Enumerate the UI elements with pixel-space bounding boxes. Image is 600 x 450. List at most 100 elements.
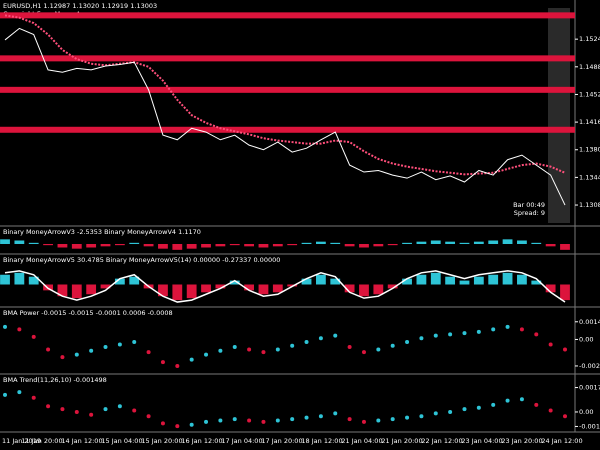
histogram-bar: [57, 244, 68, 248]
y-tick-label: 1.14880: [579, 63, 600, 71]
indicator-dot: [433, 333, 438, 338]
indicator-dot: [189, 422, 194, 427]
histogram-bar: [158, 244, 168, 249]
histogram-bar: [43, 244, 53, 246]
histogram-bar: [330, 242, 341, 244]
indicator-dot: [476, 329, 481, 334]
indicator-dot: [405, 339, 410, 344]
indicator-dot: [318, 336, 323, 341]
x-tick-label: 11 Jan 20:00: [21, 437, 62, 445]
indicator-dot: [563, 347, 567, 352]
indicator-dot: [204, 352, 209, 357]
histogram-bar: [315, 241, 326, 244]
indicator-dot: [462, 331, 467, 336]
histogram-bar: [186, 244, 197, 249]
indicator-dot: [448, 332, 453, 337]
y-tick-label: 0.00172: [579, 384, 600, 392]
indicator-dot: [218, 348, 223, 353]
indicator-dot: [146, 414, 151, 419]
x-tick-label: 18 Jan 12:00: [301, 437, 342, 445]
indicator-dot: [347, 345, 352, 350]
x-tick-label: 11 Jan 2019: [2, 437, 41, 445]
histogram-bar: [201, 244, 211, 248]
indicator-dot: [405, 415, 410, 420]
y-tick-label: 1.13080: [579, 201, 600, 209]
histogram-bar: [430, 272, 441, 285]
indicator-dot: [17, 327, 22, 332]
indicator-dot: [160, 360, 165, 365]
indicator-dot: [247, 347, 252, 352]
histogram-bar: [129, 242, 140, 244]
histogram-bar: [387, 284, 398, 289]
histogram-bar: [387, 244, 398, 246]
histogram-bar: [86, 244, 97, 248]
indicator-dot: [534, 332, 539, 337]
panel-title: Binary MoneyArrowV5 30.4785 Binary Money…: [3, 256, 280, 264]
indicator-dot: [204, 419, 209, 424]
y-tick-label: 0.00: [579, 335, 593, 343]
y-tick-label: 1.1344: [579, 173, 600, 181]
histogram-bar: [445, 241, 456, 244]
histogram-bar: [459, 242, 470, 244]
histogram-bar: [287, 244, 298, 246]
histogram-bar: [517, 240, 527, 244]
x-tick-label: 24 Jan 12:00: [541, 437, 582, 445]
indicator-dot: [117, 342, 122, 347]
panel-title: BMA Trend(11,26,10) -0.001498: [3, 376, 107, 384]
indicator-dot: [376, 347, 381, 352]
indicator-dot: [46, 404, 51, 409]
indicator-dot: [103, 345, 108, 350]
histogram-bar: [287, 284, 298, 287]
indicator-dot: [60, 407, 65, 412]
histogram-bar: [129, 276, 140, 285]
info-label: Bar 00:49: [513, 201, 545, 209]
x-tick-label: 15 Jan 20:00: [141, 437, 182, 445]
panel-title: Binary MoneyArrowV3 -2.5353 Binary Money…: [3, 228, 201, 236]
indicator-dot: [132, 339, 137, 344]
x-tick-label: 23 Jan 20:00: [501, 437, 542, 445]
indicator-dot: [333, 333, 338, 338]
histogram-bar: [416, 241, 427, 244]
histogram-bar: [517, 274, 527, 285]
histogram-bar: [359, 284, 369, 297]
histogram-bar: [158, 284, 168, 297]
indicator-dot: [491, 402, 496, 407]
histogram-bar: [545, 284, 556, 293]
histogram-bar: [258, 244, 269, 248]
indicator-dot: [519, 397, 524, 402]
indicator-dot: [103, 407, 108, 412]
indicator-dot: [3, 392, 7, 397]
indicator-dot: [175, 363, 180, 368]
histogram-bar: [344, 244, 355, 247]
indicator-dot: [89, 348, 94, 353]
signal-line: [4, 270, 566, 303]
histogram-bar: [71, 244, 82, 249]
histogram-bar: [272, 244, 283, 247]
y-tick-label: -0.00102: [579, 422, 600, 430]
level-line: [0, 12, 575, 19]
ma-line: [4, 14, 566, 176]
indicator-dot: [275, 347, 280, 352]
x-tick-label: 21 Jan 04:00: [341, 437, 382, 445]
panel-title: BMA Power -0.0015 -0.0015 -0.0001 0.0006…: [3, 309, 173, 317]
indicator-dot: [232, 417, 237, 422]
indicator-dot: [261, 419, 266, 424]
info-label: Spread: 9: [514, 209, 545, 217]
indicator-dot: [146, 350, 151, 355]
histogram-bar: [244, 244, 255, 247]
level-line: [0, 86, 575, 93]
indicator-dot: [548, 408, 553, 413]
histogram-bar: [229, 280, 240, 285]
level-line: [0, 55, 575, 62]
chart-title: EURUSD,H1 1.12987 1.13020 1.12919 1.1300…: [3, 2, 157, 10]
histogram-bar: [359, 244, 369, 248]
histogram-bar: [14, 240, 25, 244]
indicator-dot: [347, 417, 352, 422]
histogram-bar: [114, 278, 125, 285]
histogram-bar: [560, 284, 570, 301]
indicator-dot: [17, 390, 22, 395]
indicator-dot: [175, 424, 180, 429]
indicator-dot: [74, 409, 79, 414]
histogram-bar: [330, 278, 341, 285]
